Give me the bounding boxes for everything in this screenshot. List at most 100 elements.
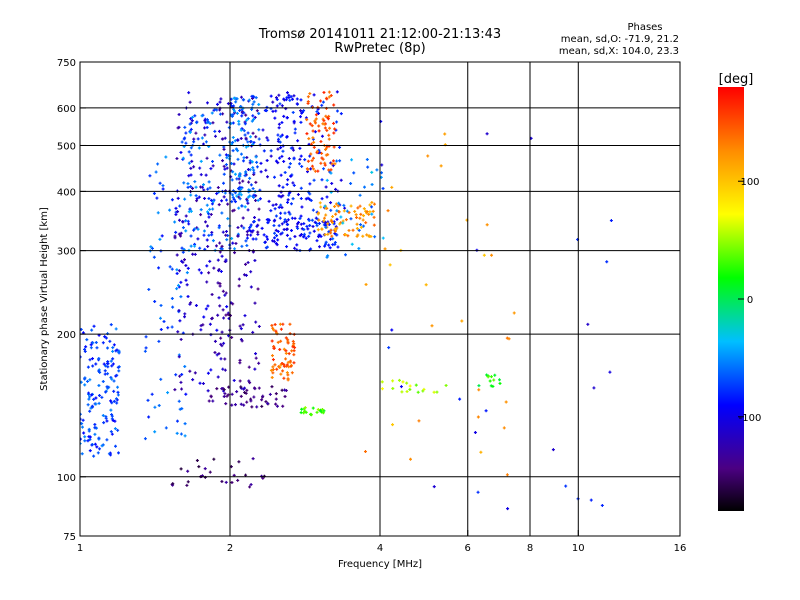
data-point — [184, 219, 188, 223]
data-point — [152, 255, 156, 259]
data-point — [235, 111, 239, 115]
data-point — [329, 94, 333, 98]
data-point — [391, 423, 395, 427]
data-point — [273, 231, 277, 235]
data-point — [270, 375, 274, 379]
data-point — [102, 421, 106, 425]
data-point — [104, 416, 108, 420]
data-point — [249, 399, 253, 403]
data-point — [207, 212, 211, 216]
data-point — [512, 311, 516, 315]
data-point — [309, 167, 313, 171]
data-point — [234, 100, 238, 104]
data-point — [327, 133, 331, 137]
data-point — [273, 116, 277, 120]
data-point — [259, 161, 263, 165]
data-point — [108, 339, 112, 343]
data-point — [363, 450, 367, 454]
data-point — [88, 395, 92, 399]
data-point — [245, 388, 249, 392]
x-axis-label: Frequency [MHz] — [338, 559, 422, 570]
data-point — [317, 235, 321, 239]
data-point — [506, 507, 510, 511]
data-point — [362, 207, 366, 211]
data-point — [220, 480, 224, 483]
data-point — [173, 236, 177, 240]
data-point — [255, 160, 259, 164]
data-point — [484, 409, 488, 413]
data-point — [189, 173, 193, 177]
data-point — [239, 193, 243, 197]
data-point — [265, 136, 269, 140]
data-point — [189, 146, 193, 150]
data-point — [273, 207, 277, 211]
data-point — [408, 384, 412, 388]
data-point — [210, 202, 214, 206]
data-point — [221, 289, 225, 293]
data-point — [170, 198, 174, 202]
data-point — [330, 219, 334, 223]
data-point — [97, 401, 101, 405]
data-point — [251, 102, 255, 106]
data-point — [202, 233, 206, 237]
data-point — [334, 187, 338, 191]
data-point — [289, 202, 293, 206]
data-point — [183, 434, 187, 438]
data-point — [287, 157, 291, 161]
data-point — [242, 159, 246, 163]
data-point — [380, 387, 384, 391]
data-point — [226, 313, 230, 317]
data-point — [310, 218, 314, 222]
data-point — [247, 365, 251, 369]
data-point — [283, 394, 287, 398]
data-point — [164, 155, 168, 159]
data-point — [193, 371, 197, 375]
data-point — [106, 360, 110, 364]
data-point — [205, 264, 209, 268]
data-point — [295, 97, 299, 101]
data-point — [460, 319, 464, 323]
data-point — [288, 237, 292, 241]
data-point — [207, 180, 211, 184]
data-point — [249, 483, 253, 487]
data-point — [325, 128, 329, 132]
data-point — [236, 157, 240, 161]
data-point — [251, 166, 255, 170]
data-point — [305, 224, 309, 228]
data-point — [203, 467, 207, 471]
data-point — [309, 199, 313, 203]
data-point — [306, 100, 310, 104]
data-point — [316, 212, 320, 216]
data-point — [238, 185, 242, 189]
data-point — [321, 100, 325, 104]
data-point — [319, 99, 323, 103]
data-point — [332, 131, 336, 135]
data-point — [303, 158, 307, 162]
data-point — [156, 211, 160, 215]
data-point — [344, 218, 348, 222]
data-point — [211, 207, 215, 211]
chart-title: Tromsø 20141011 21:12:00-21:13:43 — [258, 27, 501, 42]
data-point — [178, 218, 182, 222]
data-point — [196, 237, 200, 241]
data-point — [251, 131, 255, 135]
data-point — [231, 302, 235, 306]
data-point — [247, 188, 251, 192]
data-point — [280, 104, 284, 108]
data-point — [283, 218, 287, 222]
data-point — [88, 378, 92, 382]
data-point — [286, 341, 290, 345]
data-point — [327, 90, 331, 94]
data-point — [274, 214, 278, 218]
data-point — [335, 90, 339, 94]
data-point — [211, 164, 215, 168]
stats-ordinary: mean, sd,O: -71.9, 21.2 — [561, 34, 679, 45]
data-point — [370, 182, 374, 186]
data-point — [143, 349, 147, 353]
data-point — [186, 219, 190, 223]
data-point — [322, 122, 326, 126]
data-point — [349, 181, 353, 185]
data-point — [249, 223, 253, 227]
data-point — [222, 181, 226, 185]
data-point — [207, 271, 211, 275]
